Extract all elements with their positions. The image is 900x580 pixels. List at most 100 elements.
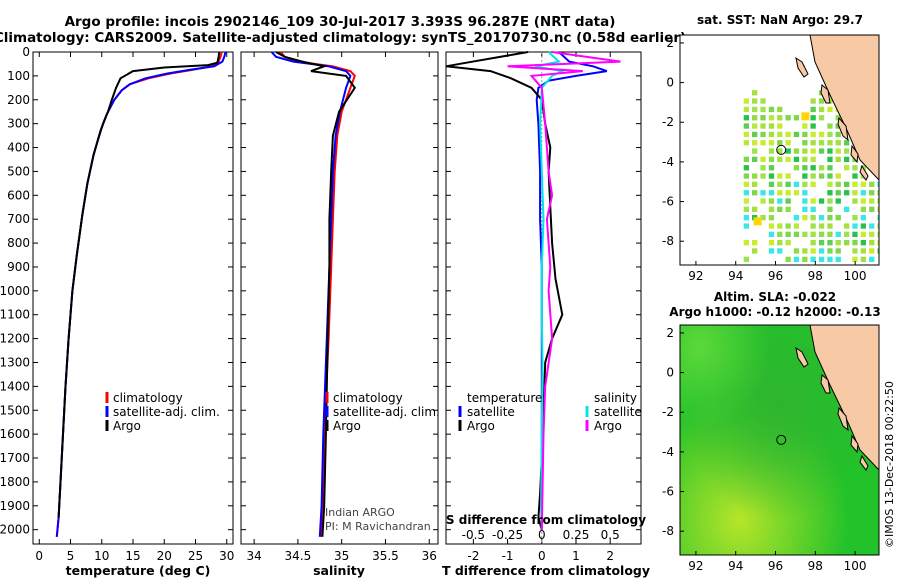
x-tick-label: 34 bbox=[246, 549, 261, 563]
sst-data-cell bbox=[827, 206, 833, 212]
series-climatology-line bbox=[55, 51, 223, 537]
imos-credit: ©IMOS 13-Dec-2018 00:22:50 bbox=[883, 381, 896, 548]
sst-data-cell bbox=[760, 115, 766, 121]
sst-data-cell bbox=[768, 231, 775, 237]
series-climatology-line bbox=[279, 51, 356, 537]
sst-data-cell bbox=[860, 256, 866, 262]
sst-data-cell bbox=[877, 223, 879, 229]
sst-data-cell bbox=[793, 181, 800, 187]
island-simeulue bbox=[795, 346, 809, 368]
sst-data-cell bbox=[844, 240, 850, 246]
legend-s-satellite-label: satellite bbox=[594, 405, 642, 419]
sst-data-cell bbox=[818, 140, 825, 146]
sst-data-cell bbox=[777, 148, 783, 154]
sst-data-cell bbox=[785, 131, 791, 138]
sst-data-cell bbox=[802, 148, 808, 154]
sst-data-cell bbox=[768, 173, 775, 179]
sst-data-cell bbox=[818, 231, 825, 237]
sst-data-cell bbox=[752, 248, 758, 254]
argo-position-marker bbox=[776, 144, 787, 155]
sst-data-cell bbox=[793, 215, 800, 221]
sst-data-cell bbox=[768, 140, 775, 146]
sst-data-cell bbox=[877, 198, 879, 204]
sst-data-cell bbox=[785, 206, 791, 212]
depth-tick-label: 1400 bbox=[0, 379, 30, 393]
depth-tick-label: 900 bbox=[7, 260, 30, 274]
sst-data-cell bbox=[760, 198, 766, 204]
sst-data-cell bbox=[752, 156, 758, 162]
sst-data-cell bbox=[827, 140, 833, 146]
sst-data-cell bbox=[818, 106, 825, 113]
sst-data-cell bbox=[768, 240, 775, 246]
salinity-xlabel: salinity bbox=[313, 563, 365, 578]
sst-data-cell bbox=[802, 256, 808, 262]
sst-data-cell bbox=[835, 231, 841, 237]
sst-data-cell bbox=[777, 181, 783, 187]
figure-title-line2: Climatology: CARS2009. Satellite-adjuste… bbox=[0, 30, 686, 46]
sst-data-cell bbox=[777, 206, 783, 212]
sst-data-cell bbox=[768, 190, 775, 196]
sst-data-cell bbox=[827, 240, 833, 246]
sst-data-cell bbox=[827, 256, 833, 262]
x-tick-label: 30 bbox=[219, 549, 234, 563]
sst-data-cell bbox=[844, 206, 850, 212]
x-tick-label: 5 bbox=[67, 549, 75, 563]
x-tick-label: 0 bbox=[35, 549, 43, 563]
sst-data-cell bbox=[777, 198, 783, 204]
sst-data-cell bbox=[860, 240, 866, 246]
sst-data-cell bbox=[785, 256, 791, 262]
credit-pi: PI: M Ravichandran bbox=[325, 520, 431, 533]
sst-data-cell bbox=[802, 181, 808, 187]
sst-data-cell bbox=[869, 181, 875, 187]
map-y-tick-label: 0 bbox=[666, 366, 674, 380]
sst-data-cell bbox=[752, 240, 758, 246]
sst-map-panel: sat. SST: NaN Argo: 29.7 92 94 96 98 100 2 0 -2… bbox=[662, 13, 880, 283]
sst-data-cell bbox=[760, 173, 766, 179]
sst-data-cell bbox=[777, 240, 783, 246]
sst-data-cell bbox=[860, 223, 866, 229]
map-y-tick-label: 2 bbox=[666, 326, 674, 340]
sst-data-cell bbox=[752, 206, 758, 212]
sst-data-cell bbox=[802, 248, 808, 254]
sst-data-cell bbox=[810, 140, 816, 146]
sst-data-cell bbox=[743, 106, 749, 113]
sst-data-cell bbox=[793, 115, 800, 121]
sst-data-cell bbox=[844, 165, 850, 171]
sst-data-cell bbox=[801, 112, 810, 121]
sst-data-cell bbox=[777, 248, 783, 254]
series-argo-line bbox=[57, 51, 221, 518]
sst-data-cell bbox=[777, 140, 783, 146]
sst-data-cell bbox=[743, 115, 749, 121]
sla-map-title1: Altim. SLA: -0.022 bbox=[714, 290, 836, 304]
x-tick-label: 10 bbox=[94, 549, 109, 563]
difference-x2label: S difference from climatology bbox=[446, 513, 646, 527]
sst-data-cell bbox=[793, 165, 800, 171]
sst-data-cell bbox=[844, 140, 850, 146]
sst-data-cell bbox=[743, 173, 749, 179]
sst-data-cell bbox=[877, 181, 879, 187]
salinity-panel: 34 34.5 35 35.5 36 climatology satellite-adj… bbox=[240, 51, 440, 578]
sst-data-cell bbox=[760, 131, 766, 138]
sst-data-cell bbox=[818, 240, 825, 246]
sst-data-cell bbox=[827, 165, 833, 171]
depth-tick-label: 1200 bbox=[0, 332, 30, 346]
sst-data-cell bbox=[852, 231, 858, 237]
sst-map-title: sat. SST: NaN Argo: 29.7 bbox=[697, 13, 863, 27]
series-argo-line bbox=[275, 51, 357, 537]
map-y-tick-label: -6 bbox=[662, 485, 674, 499]
sst-data-cell bbox=[877, 231, 879, 237]
x-tick-label: 35 bbox=[334, 549, 349, 563]
map-y-tick-label: 0 bbox=[666, 76, 674, 90]
sst-data-cell bbox=[869, 256, 875, 262]
sst-data-cell bbox=[835, 181, 841, 187]
sst-data-cell bbox=[777, 215, 783, 221]
sst-data-cell bbox=[802, 140, 808, 146]
depth-tick-label: 1800 bbox=[0, 475, 30, 489]
sst-data-cell bbox=[835, 131, 841, 138]
sst-data-cell bbox=[760, 165, 766, 171]
temperature-legend: climatology satellite-adj. clim. Argo bbox=[105, 391, 220, 433]
sst-data-cell bbox=[852, 215, 858, 221]
sst-data-cell bbox=[768, 248, 775, 254]
island-pagai bbox=[859, 164, 869, 181]
sst-data-cell bbox=[827, 248, 833, 254]
